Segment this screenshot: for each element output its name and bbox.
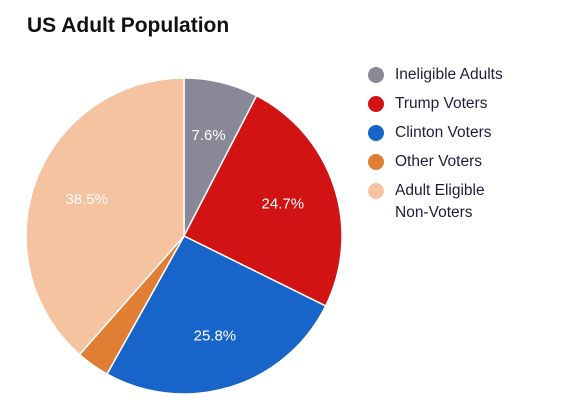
legend: Ineligible Adults Trump Voters Clinton V… <box>368 64 503 231</box>
legend-item-adult-eligible-non-voters[interactable]: Adult Eligible Non-Voters <box>368 180 503 224</box>
legend-swatch <box>368 125 384 141</box>
pie-slice-clinton-voters[interactable] <box>105 235 327 395</box>
legend-swatch <box>368 154 384 170</box>
legend-item-clinton-voters[interactable]: Clinton Voters <box>368 122 503 144</box>
legend-label: Ineligible Adults <box>395 66 503 83</box>
legend-swatch <box>368 183 384 199</box>
slice-data-label: 7.6% <box>191 127 225 144</box>
legend-swatch <box>368 96 384 112</box>
pie-slice-adult-eligible-non-voters[interactable] <box>25 77 185 356</box>
legend-item-trump-voters[interactable]: Trump Voters <box>368 93 503 115</box>
legend-label: Clinton Voters <box>395 124 492 141</box>
pie-slice-trump-voters[interactable] <box>182 94 343 307</box>
legend-item-other-voters[interactable]: Other Voters <box>368 151 503 173</box>
slice-data-label: 25.8% <box>194 327 237 344</box>
chart-title: US Adult Population <box>27 14 230 37</box>
slice-data-label: 38.5% <box>65 191 108 208</box>
legend-item-ineligible-adults[interactable]: Ineligible Adults <box>368 64 503 86</box>
legend-swatch <box>368 67 384 83</box>
legend-label: Other Voters <box>395 153 483 170</box>
slice-data-label: 24.7% <box>262 196 305 213</box>
legend-label: Trump Voters <box>395 95 488 112</box>
legend-label: Adult Eligible Non-Voters <box>395 182 485 221</box>
